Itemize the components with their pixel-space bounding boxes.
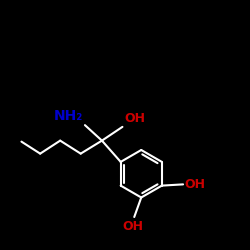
- Text: OH: OH: [124, 112, 146, 125]
- Text: NH₂: NH₂: [54, 109, 83, 123]
- Text: OH: OH: [184, 178, 205, 191]
- Text: OH: OH: [122, 220, 144, 233]
